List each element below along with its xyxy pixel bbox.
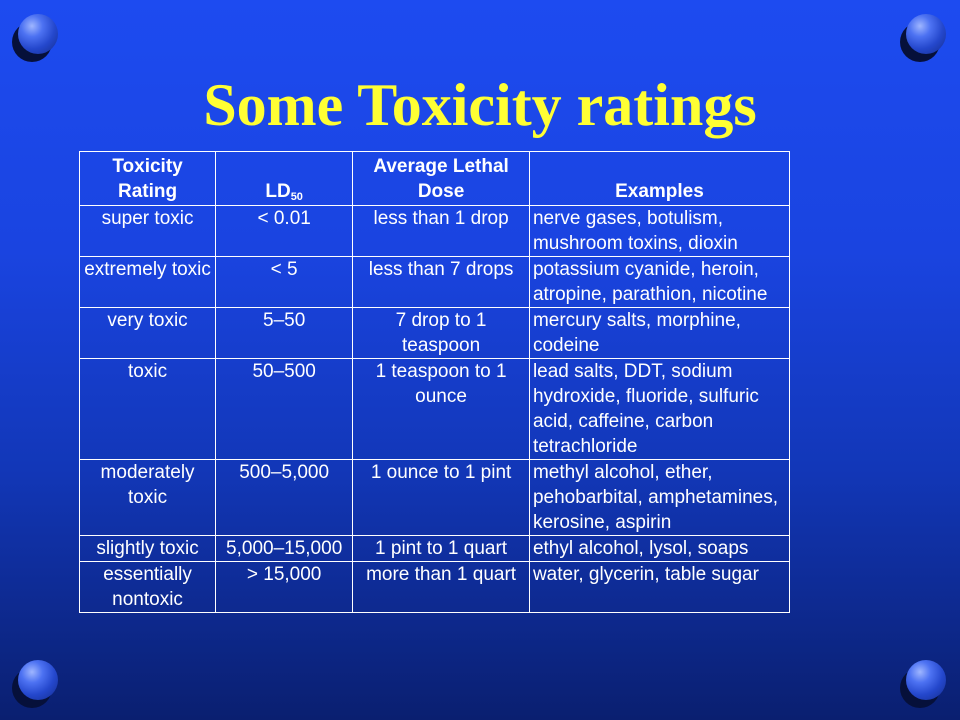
cell-rating: essentially nontoxic xyxy=(78,561,217,613)
cell-ld50: 500–5,000 xyxy=(215,459,354,536)
sphere-bullet-icon xyxy=(900,660,948,708)
cell-dose: 1 ounce to 1 pint xyxy=(352,459,530,536)
cell-examples: methyl alcohol, ether, pehobarbital, amp… xyxy=(528,459,791,536)
cell-ld50: 5,000–15,000 xyxy=(215,535,354,562)
table-row: super toxic < 0.01 less than 1 drop nerv… xyxy=(78,205,791,257)
cell-rating: very toxic xyxy=(78,307,217,359)
cell-ld50: < 5 xyxy=(215,256,354,308)
cell-rating: toxic xyxy=(78,358,217,460)
cell-examples: nerve gases, botulism, mushroom toxins, … xyxy=(528,205,791,257)
sphere-bullet-icon xyxy=(12,660,60,708)
cell-examples: lead salts, DDT, sodium hydroxide, fluor… xyxy=(528,358,791,460)
sphere-bullet-icon xyxy=(900,14,948,62)
table-row: moderately toxic 500–5,000 1 ounce to 1 … xyxy=(78,459,791,536)
cell-dose: 7 drop to 1 teaspoon xyxy=(352,307,530,359)
slide-title: Some Toxicity ratings xyxy=(203,72,757,138)
cell-rating: slightly toxic xyxy=(78,535,217,562)
table-row: extremely toxic < 5 less than 7 drops po… xyxy=(78,256,791,308)
table-header-row: Toxicity Rating LD50 Average Lethal Dose… xyxy=(78,151,791,206)
cell-examples: ethyl alcohol, lysol, soaps xyxy=(528,535,791,562)
cell-dose: more than 1 quart xyxy=(352,561,530,613)
header-ld-subscript: 50 xyxy=(290,191,303,203)
cell-ld50: 5–50 xyxy=(215,307,354,359)
header-toxicity-rating: Toxicity Rating xyxy=(78,151,217,206)
header-examples: Examples xyxy=(528,151,791,206)
cell-dose: less than 7 drops xyxy=(352,256,530,308)
cell-dose: 1 teaspoon to 1 ounce xyxy=(352,358,530,460)
cell-ld50: 50–500 xyxy=(215,358,354,460)
cell-dose: 1 pint to 1 quart xyxy=(352,535,530,562)
sphere-bullet-icon xyxy=(12,14,60,62)
header-average-lethal-dose: Average Lethal Dose xyxy=(352,151,530,206)
cell-examples: water, glycerin, table sugar xyxy=(528,561,791,613)
table-row: very toxic 5–50 7 drop to 1 teaspoon mer… xyxy=(78,307,791,359)
cell-ld50: > 15,000 xyxy=(215,561,354,613)
cell-examples: mercury salts, morphine, codeine xyxy=(528,307,791,359)
table-row: toxic 50–500 1 teaspoon to 1 ounce lead … xyxy=(78,358,791,460)
table-row: slightly toxic 5,000–15,000 1 pint to 1 … xyxy=(78,535,791,562)
cell-rating: super toxic xyxy=(78,205,217,257)
cell-rating: extremely toxic xyxy=(78,256,217,308)
cell-examples: potassium cyanide, heroin, atropine, par… xyxy=(528,256,791,308)
header-ld-label: LD xyxy=(265,181,291,202)
cell-dose: less than 1 drop xyxy=(352,205,530,257)
table-row: essentially nontoxic > 15,000 more than … xyxy=(78,561,791,613)
header-ld50: LD50 xyxy=(215,151,354,206)
toxicity-table: Toxicity Rating LD50 Average Lethal Dose… xyxy=(78,151,791,613)
cell-rating: moderately toxic xyxy=(78,459,217,536)
cell-ld50: < 0.01 xyxy=(215,205,354,257)
